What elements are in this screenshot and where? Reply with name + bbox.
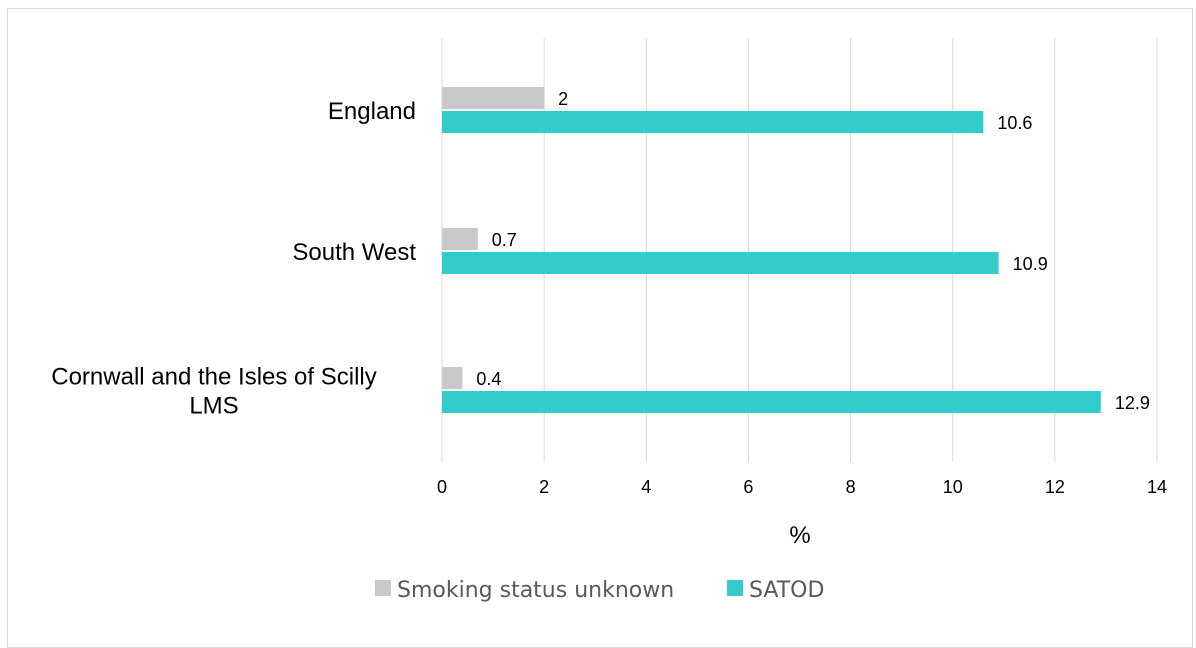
x-axis-title: % — [789, 522, 810, 549]
x-tick-label: 4 — [641, 477, 651, 497]
data-label: 10.9 — [1013, 254, 1048, 274]
bar-satod — [442, 391, 1101, 413]
data-labels: 2 10.6 0.7 10.9 0.4 12.9 — [476, 89, 1149, 413]
x-tick-label: 8 — [846, 477, 856, 497]
data-label: 10.6 — [997, 113, 1032, 133]
category-labels: England South West Cornwall and the Isles … — [51, 98, 416, 420]
category-label: South West — [292, 239, 416, 266]
legend-label: SATOD — [749, 578, 824, 603]
bar-chart: 2 10.6 0.7 10.9 0.4 12.9 England South West Cor… — [51, 38, 1167, 603]
bar-smoking-status-unknown — [442, 87, 545, 109]
bar-satod — [442, 252, 999, 274]
legend: Smoking status unknown SATOD — [375, 578, 824, 603]
data-label: 0.4 — [476, 369, 501, 389]
x-tick-label: 2 — [539, 477, 549, 497]
x-tick-label: 14 — [1147, 477, 1167, 497]
category-label: Cornwall and the Isles of Scilly — [51, 364, 376, 391]
x-tick-label: 12 — [1045, 477, 1065, 497]
legend-label: Smoking status unknown — [397, 578, 674, 603]
x-tick-label: 10 — [943, 477, 963, 497]
x-tick-label: 6 — [743, 477, 753, 497]
bar-smoking-status-unknown — [442, 367, 463, 389]
bar-satod — [442, 111, 984, 133]
legend-swatch — [727, 580, 743, 596]
x-tick-label: 0 — [437, 477, 447, 497]
legend-swatch — [375, 580, 391, 596]
category-label: England — [328, 98, 416, 125]
x-axis-ticks: 0 2 4 6 8 10 12 14 — [437, 477, 1167, 497]
bars — [442, 87, 1101, 413]
data-label: 12.9 — [1115, 393, 1150, 413]
bar-smoking-status-unknown — [442, 228, 478, 250]
category-label: LMS — [189, 393, 238, 420]
data-label: 0.7 — [492, 230, 517, 250]
data-label: 2 — [558, 89, 568, 109]
